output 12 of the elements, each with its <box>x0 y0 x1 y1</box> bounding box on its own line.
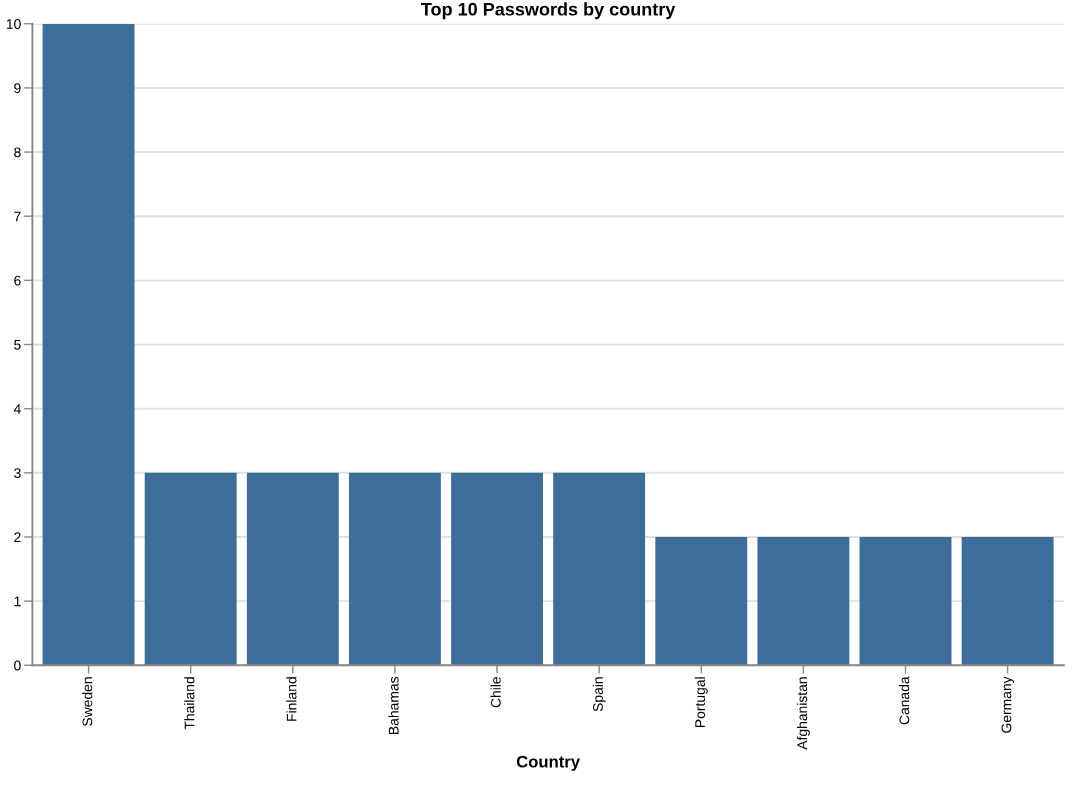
bar <box>42 23 135 666</box>
x-axis-title: Country <box>516 755 580 771</box>
bar <box>859 536 952 666</box>
bar <box>655 536 748 666</box>
bar <box>961 536 1054 666</box>
bar <box>144 472 237 666</box>
bar <box>757 536 850 666</box>
bar <box>553 472 646 666</box>
bar <box>348 472 441 666</box>
bar <box>451 472 543 666</box>
chart-title: Top 10 Passwords by country <box>421 2 676 20</box>
bar <box>246 472 339 666</box>
